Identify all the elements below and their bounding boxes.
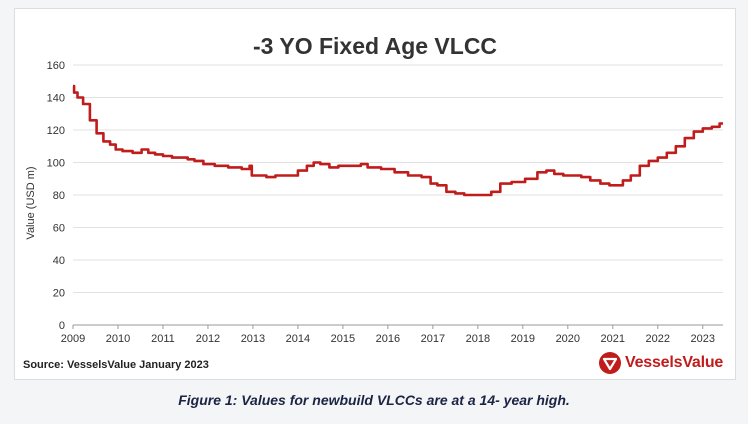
x-tick-2015: 2015 — [331, 333, 355, 345]
source-note: Source: VesselsValue January 2023 — [23, 359, 209, 371]
x-tick-2019: 2019 — [511, 333, 535, 345]
gridlines — [73, 64, 723, 326]
x-tick-2020: 2020 — [556, 333, 580, 345]
x-tick-2018: 2018 — [466, 333, 490, 345]
series-line-0 — [72, 84, 723, 197]
y-tick-20: 20 — [53, 288, 65, 300]
y-tick-100: 100 — [47, 158, 65, 170]
x-tick-2016: 2016 — [376, 333, 400, 345]
y-tick-160: 160 — [47, 60, 65, 72]
x-tick-2010: 2010 — [106, 333, 130, 345]
figure-caption: Figure 1: Values for newbuild VLCCs are … — [178, 392, 570, 408]
vesselsvalue-logo: VesselsValue — [599, 351, 723, 375]
y-tick-80: 80 — [53, 190, 65, 202]
x-tick-2013: 2013 — [241, 333, 265, 345]
y-tick-40: 40 — [53, 255, 65, 267]
x-tick-labels: 2009 2010 2011 2012 2013 2014 2015 2016 2017 2018… — [61, 325, 715, 345]
brand-name: VesselsValue — [625, 354, 724, 371]
chart-title: -3 YO Fixed Age VLCC — [252, 33, 498, 59]
x-tick-2022: 2022 — [646, 333, 670, 345]
y-tick-0: 0 — [59, 320, 65, 332]
x-tick-2009: 2009 — [61, 333, 85, 345]
y-tick-120: 120 — [47, 125, 65, 137]
x-tick-2021: 2021 — [601, 333, 625, 345]
x-tick-2017: 2017 — [421, 333, 445, 345]
y-tick-60: 60 — [53, 223, 65, 235]
x-tick-2012: 2012 — [196, 333, 220, 345]
x-tick-2011: 2011 — [151, 333, 175, 345]
y-axis-label: Value (USD m) — [25, 166, 37, 239]
series-lines — [72, 84, 723, 197]
triangle-logo-icon — [599, 352, 621, 374]
x-tick-2014: 2014 — [286, 333, 310, 345]
y-tick-labels: 0 20 40 60 80 100 120 140 160 — [47, 60, 65, 332]
chart-card: 0 20 40 60 80 100 120 140 160 2009 2010 2011 2012 20… — [14, 8, 736, 380]
x-tick-2023: 2023 — [691, 333, 715, 345]
y-tick-140: 140 — [47, 93, 65, 105]
